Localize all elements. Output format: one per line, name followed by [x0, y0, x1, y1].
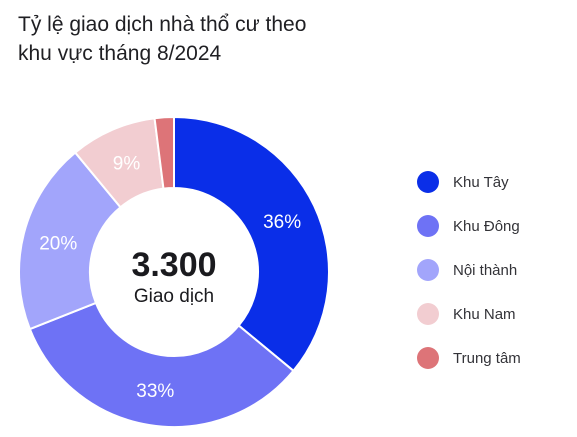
chart-title: Tỷ lệ giao dịch nhà thổ cư theo khu vực … [18, 10, 378, 68]
slice-label-khu-đông: 33% [136, 381, 174, 402]
legend-swatch [417, 171, 439, 193]
legend-label: Trung tâm [453, 349, 521, 367]
legend-swatch [417, 303, 439, 325]
legend-swatch [417, 215, 439, 237]
legend-swatch [417, 259, 439, 281]
slice-trung-tâm [153, 115, 175, 190]
chart-title-line-1: Tỷ lệ giao dịch nhà thổ cư theo [18, 13, 307, 36]
legend-label: Khu Tây [453, 173, 509, 191]
slice-label-khu-nam: 9% [113, 153, 141, 174]
legend-swatch [417, 347, 439, 369]
legend-label: Khu Nam [453, 305, 516, 323]
chart-title-line-2: khu vực tháng 8/2024 [18, 42, 222, 65]
center-total-value: 3.300 [131, 246, 216, 284]
slice-label-khu-tây: 36% [263, 212, 301, 233]
chart-legend: Khu Tây Khu Đông Nội thành Khu Nam Trung tâm [417, 171, 521, 391]
slice-khu-đông [28, 301, 295, 428]
legend-item: Khu Tây [417, 171, 521, 193]
donut-slices [18, 115, 330, 428]
legend-label: Nội thành [453, 261, 518, 279]
slice-label-nội-thành: 20% [39, 233, 77, 254]
donut-slice-labels: 36% 33% 20% 9% [39, 153, 301, 402]
legend-item: Khu Đông [417, 215, 521, 237]
center-total-label: Giao dịch [134, 286, 214, 307]
slice-nội-thành [18, 151, 122, 331]
legend-label: Khu Đông [453, 217, 520, 235]
slice-khu-tây [173, 115, 330, 373]
legend-item: Trung tâm [417, 347, 521, 369]
legend-item: Nội thành [417, 259, 521, 281]
legend-item: Khu Nam [417, 303, 521, 325]
